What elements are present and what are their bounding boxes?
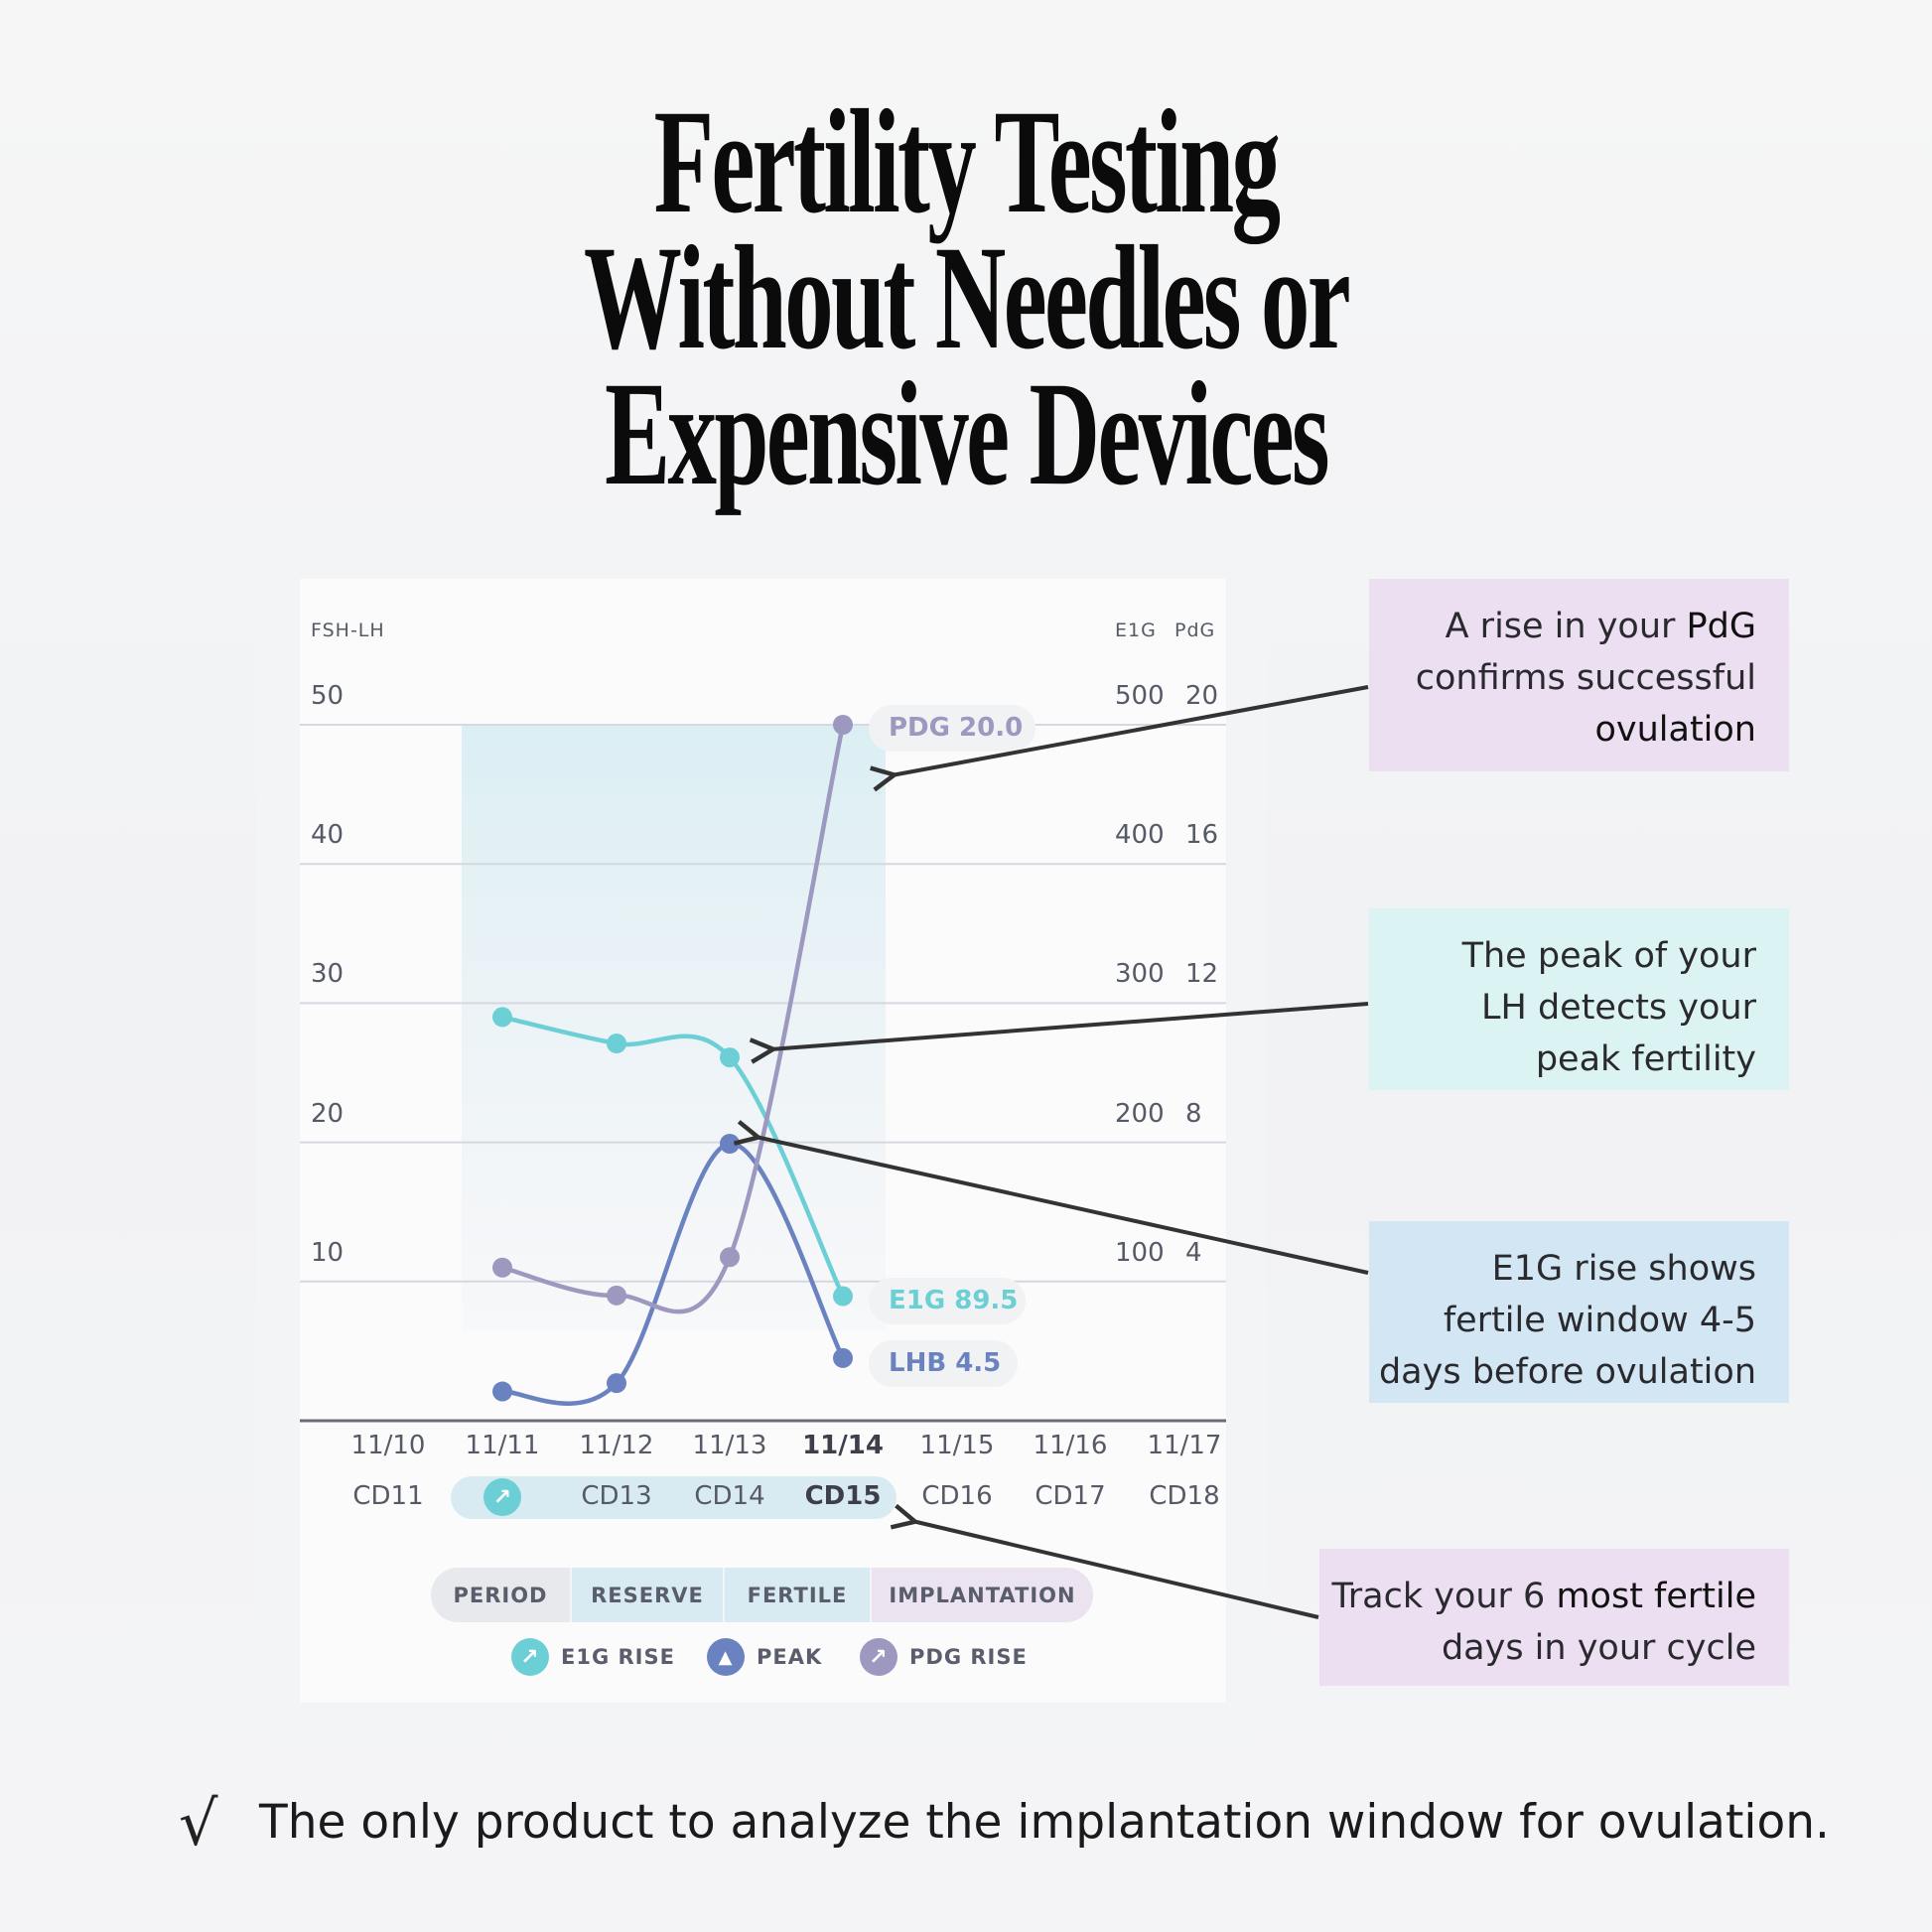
left-tick-label: 20 xyxy=(311,1098,345,1129)
cycle-day-label: CD14 xyxy=(694,1481,765,1511)
callout-fertile-days: Track your 6 most fertile days in your c… xyxy=(1319,1549,1789,1686)
callout-text: peak fertility xyxy=(1535,1039,1756,1079)
e1g-rise-marker-icon: ↗ xyxy=(483,1478,521,1516)
lhb-value-label: LHB 4.5 xyxy=(869,1340,1018,1387)
e1g-tick-label: 400 xyxy=(1115,820,1165,851)
x-tick-label: 11/11 xyxy=(465,1431,540,1460)
checkmark-icon: √ xyxy=(179,1787,218,1860)
data-point-lhb xyxy=(720,1134,740,1155)
callout-text: days before ovulation xyxy=(1378,1352,1756,1392)
e1g-axis-label: E1G xyxy=(1115,620,1157,641)
x-tick-label: 11/10 xyxy=(350,1431,426,1460)
legend-peak: ▲ PEAK xyxy=(707,1638,822,1676)
cycle-day-label: CD17 xyxy=(1035,1481,1106,1511)
x-tick-label: 11/16 xyxy=(1033,1431,1108,1460)
e1g-tick-label: 500 xyxy=(1115,681,1165,711)
callout-text: PdG xyxy=(1686,607,1756,646)
left-tick-label: 10 xyxy=(311,1237,345,1268)
data-point-e1g xyxy=(720,1047,740,1068)
data-point-pdg xyxy=(833,715,853,735)
e1g-tick-label: 300 xyxy=(1115,959,1165,990)
cycle-day-label: CD18 xyxy=(1149,1481,1220,1511)
data-point-lhb xyxy=(607,1373,626,1394)
callout-text: A rise in your xyxy=(1445,607,1687,646)
page-title: Fertility Testing Without Needles or Exp… xyxy=(0,79,1932,516)
left-tick-label: 30 xyxy=(311,959,345,990)
pdg-tick-label: 20 xyxy=(1185,681,1219,711)
title-line: Fertility Testing xyxy=(653,79,1281,244)
e1g-tick-label: 100 xyxy=(1115,1237,1165,1268)
data-point-e1g xyxy=(833,1286,853,1307)
data-point-pdg xyxy=(492,1257,512,1278)
callout-text: most fertile xyxy=(1556,1577,1756,1616)
phase-implantation: IMPLANTATION xyxy=(870,1568,1093,1622)
callout-text: Track your 6 xyxy=(1331,1577,1557,1616)
left-tick-label: 50 xyxy=(311,681,345,711)
title-line: Expensive Devices xyxy=(605,351,1329,516)
pdg-tick-label: 4 xyxy=(1185,1237,1202,1268)
callout-text: confirms successful xyxy=(1415,658,1756,698)
cycle-day-label: CD16 xyxy=(921,1481,993,1511)
callout-text: fertile window 4-5 xyxy=(1443,1301,1756,1340)
callout-text: ovulation xyxy=(1594,710,1756,750)
e1g-tick-label: 200 xyxy=(1115,1098,1165,1129)
legend-e1g-rise: ↗ E1G RISE xyxy=(511,1638,675,1676)
pdg-tick-label: 16 xyxy=(1185,820,1219,851)
callout-e1g: E1G rise shows fertile window 4-5 days b… xyxy=(1369,1221,1789,1403)
pdg-value-label: PDG 20.0 xyxy=(869,705,1035,752)
x-tick-label: 11/15 xyxy=(919,1431,995,1460)
callout-text: LH detects your xyxy=(1481,988,1756,1028)
data-point-pdg xyxy=(607,1285,626,1306)
data-point-e1g xyxy=(492,1007,512,1028)
x-tick-label: 11/14 xyxy=(802,1431,884,1460)
callout-text: E1G rise shows xyxy=(1491,1249,1756,1289)
footer-text: The only product to analyze the implanta… xyxy=(259,1795,1830,1850)
arrow-up-right-icon: ↗ xyxy=(860,1638,897,1676)
legend-label: PEAK xyxy=(757,1645,823,1669)
cycle-day-label: CD11 xyxy=(352,1481,424,1511)
e1g-value-label: E1G 89.5 xyxy=(869,1278,1026,1324)
phase-reserve: RESERVE xyxy=(570,1568,723,1622)
phase-bar: PERIOD RESERVE FERTILE IMPLANTATION xyxy=(431,1568,1093,1622)
pdg-tick-label: 12 xyxy=(1185,959,1219,990)
legend-label: E1G RISE xyxy=(561,1645,675,1669)
legend-label: PDG RISE xyxy=(909,1645,1028,1669)
data-point-lhb xyxy=(833,1347,853,1368)
mountain-icon: ▲ xyxy=(707,1638,745,1676)
fertile-days-highlight xyxy=(451,1476,897,1519)
title-line: Without Needles or xyxy=(583,215,1351,380)
cycle-day-label: CD13 xyxy=(581,1481,652,1511)
series-line-pdg xyxy=(501,724,846,1314)
callout-text: The peak of your xyxy=(1461,936,1756,976)
data-point-pdg xyxy=(720,1247,740,1268)
phase-fertile: FERTILE xyxy=(723,1568,870,1622)
data-point-lhb xyxy=(492,1381,512,1402)
callout-pdg: A rise in your PdG confirms successful o… xyxy=(1369,579,1789,771)
callout-text: days in your cycle xyxy=(1441,1628,1756,1668)
arrow-up-right-icon: ↗ xyxy=(511,1638,549,1676)
x-tick-label: 11/12 xyxy=(579,1431,654,1460)
phase-period: PERIOD xyxy=(431,1568,570,1622)
legend-pdg-rise: ↗ PDG RISE xyxy=(860,1638,1028,1676)
data-point-e1g xyxy=(607,1034,626,1054)
callout-lh: The peak of your LH detects your peak fe… xyxy=(1369,908,1789,1090)
pdg-axis-label: PdG xyxy=(1174,620,1216,641)
x-tick-label: 11/17 xyxy=(1147,1431,1222,1460)
pdg-tick-label: 8 xyxy=(1185,1098,1202,1129)
left-axis-label: FSH-LH xyxy=(311,620,385,641)
x-tick-label: 11/13 xyxy=(692,1431,767,1460)
fertile-window-shade xyxy=(462,725,886,1331)
cycle-day-label: CD15 xyxy=(804,1481,882,1511)
left-tick-label: 40 xyxy=(311,820,345,851)
